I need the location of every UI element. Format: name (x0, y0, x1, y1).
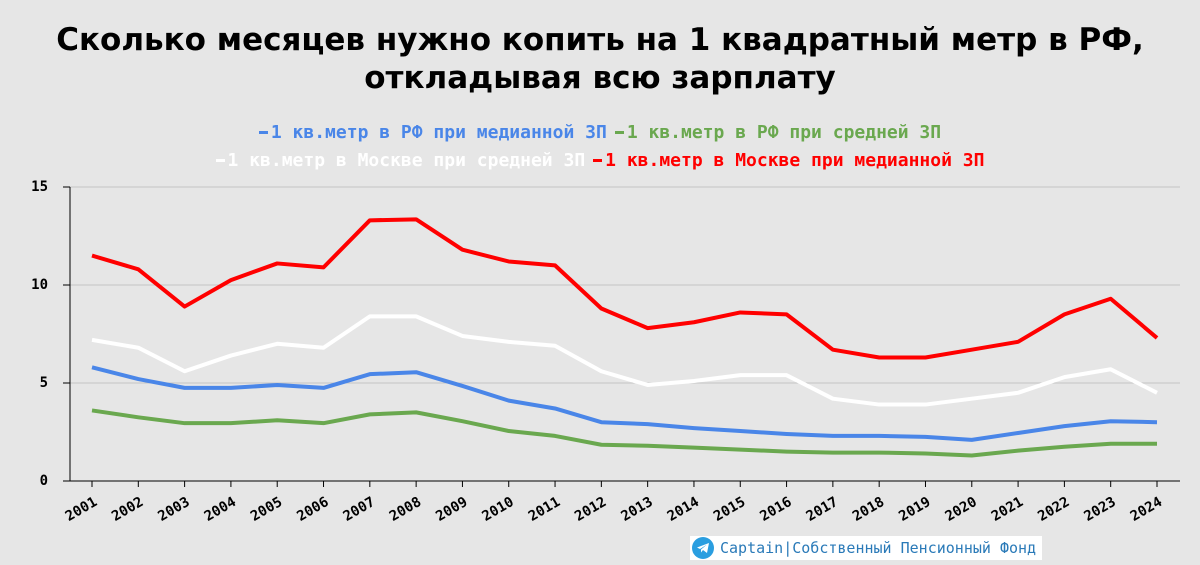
legend-item: 1 кв.метр в Москве при средней ЗП (215, 150, 586, 171)
legend: 1 кв.метр в Москве при средней ЗП 1 кв.ме… (0, 150, 1200, 171)
watermark: Captain|Собственный Пенсионный Фонд (690, 536, 1043, 560)
x-tick-label: 2011 (526, 494, 563, 525)
x-tick-label: 2013 (618, 494, 655, 525)
series-line (91, 408, 1157, 458)
x-tick-label: 2017 (804, 494, 841, 525)
legend-marker (215, 159, 225, 162)
series-line (91, 365, 1158, 442)
series-line (91, 217, 1159, 360)
x-tick-label: 2022 (1035, 494, 1072, 525)
x-tick-label: 2021 (989, 494, 1026, 525)
x-tick-label: 2002 (109, 494, 146, 525)
x-tick-label: 2019 (896, 494, 933, 525)
x-tick-label: 2014 (665, 494, 702, 525)
x-tick-label: 2016 (757, 494, 794, 525)
x-tick-label: 2023 (1081, 494, 1118, 525)
series-line (91, 314, 1158, 407)
x-tick-label: 2007 (341, 494, 378, 525)
legend-marker (258, 131, 268, 134)
x-tick-label: 2015 (711, 494, 748, 525)
legend: 1 кв.метр в РФ при медианной ЗП 1 кв.метр… (0, 122, 1200, 143)
x-tick-label: 2018 (850, 494, 887, 525)
chart-title: откладывая всю зарплату (364, 60, 836, 96)
x-tick-label: 2001 (63, 494, 100, 525)
legend-item: 1 кв.метр в РФ при медианной ЗП (258, 122, 607, 143)
x-tick-label: 2012 (572, 494, 609, 525)
legend-marker (593, 159, 603, 162)
x-tick-label: 2003 (155, 494, 192, 525)
x-tick-label: 2010 (480, 494, 517, 525)
x-tick-label: 2006 (294, 494, 331, 525)
telegram-icon (692, 537, 714, 559)
x-tick-label: 2004 (202, 494, 239, 525)
x-tick-label: 2009 (433, 494, 470, 525)
x-tick-label: 2008 (387, 494, 424, 525)
y-tick-label: 0 (40, 473, 48, 489)
legend-label: 1 кв.метр в РФ при средней ЗП (626, 122, 942, 143)
x-tick-label: 2020 (943, 494, 980, 525)
chart-title: Сколько месяцев нужно копить на 1 квадра… (56, 22, 1144, 58)
y-tick-label: 15 (31, 179, 48, 195)
legend-item: 1 кв.метр в Москве при медианной ЗП (593, 150, 984, 171)
legend-label: 1 кв.метр в Москве при средней ЗП (227, 150, 586, 171)
legend-item: 1 кв.метр в РФ при средней ЗП (614, 122, 942, 143)
legend-marker (614, 131, 624, 134)
legend-label: 1 кв.метр в РФ при медианной ЗП (270, 122, 607, 143)
x-tick-label: 2024 (1128, 494, 1165, 525)
x-tick-label: 2005 (248, 494, 285, 525)
legend-label: 1 кв.метр в Москве при медианной ЗП (605, 150, 985, 171)
watermark-text: Captain|Собственный Пенсионный Фонд (720, 539, 1037, 557)
y-tick-label: 10 (31, 277, 48, 293)
y-tick-label: 5 (40, 375, 48, 391)
